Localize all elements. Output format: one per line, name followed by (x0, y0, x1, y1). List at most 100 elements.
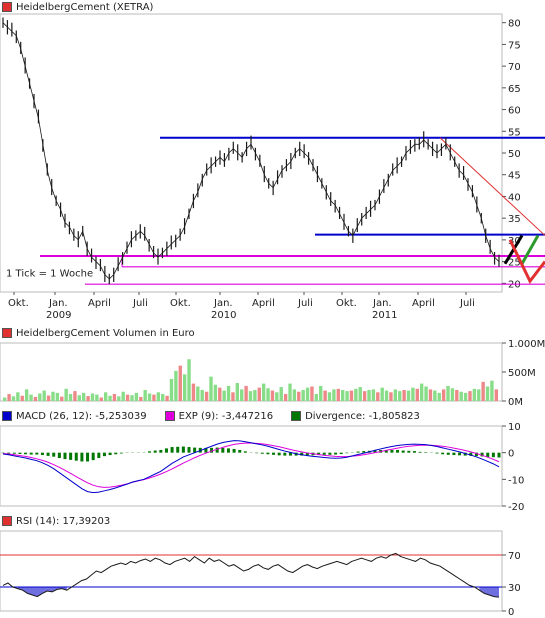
volume-bar (213, 384, 218, 401)
divergence-bar (57, 452, 61, 458)
macd-frame (0, 425, 503, 507)
divergence-bar (243, 451, 247, 453)
volume-bar (90, 393, 95, 401)
price-x-tick-label: Jan. (213, 298, 233, 309)
divergence-bar (412, 451, 416, 453)
volume-bar (424, 386, 428, 401)
volume-bar (472, 388, 477, 401)
divergence-bar (238, 450, 242, 453)
divergence-bar (277, 452, 281, 456)
volume-bar (345, 391, 349, 401)
divergence-bar (63, 452, 67, 460)
volume-bar (244, 385, 248, 401)
volume-bar (459, 391, 463, 401)
volume-bar (20, 395, 24, 401)
volume-bar (125, 394, 130, 401)
macd-line (2, 440, 500, 494)
rsi-legend-swatch (2, 516, 12, 526)
trendline-red (439, 137, 545, 236)
volume-bar (376, 392, 380, 401)
volume-bar (42, 390, 46, 401)
volume-bar (419, 383, 424, 401)
price-x-tick-label: April (252, 298, 275, 309)
volume-bar (161, 394, 165, 401)
volume-bar (393, 389, 398, 401)
volume-bar (165, 395, 169, 401)
divergence-bar (119, 452, 123, 454)
volume-bar (468, 391, 472, 401)
divergence-bar (193, 447, 197, 453)
rsi-frame (0, 530, 503, 612)
divergence-bar (272, 452, 276, 455)
volume-bar (411, 387, 415, 401)
exp-line (2, 442, 500, 488)
volume-bar (33, 396, 38, 401)
price-legend: HeidelbergCement (XETRA) (2, 0, 153, 14)
divergence-bar (170, 447, 174, 453)
volume-bar (362, 391, 367, 401)
volume-bar (24, 389, 29, 401)
price-x-tick-label: Okt. (170, 298, 191, 309)
macd-legend-item: MACD (26, 12): -5,253039 (2, 411, 147, 422)
volume-bar (174, 370, 178, 401)
price-x-tick-label: Juli (132, 298, 148, 309)
volume-bar (169, 378, 174, 401)
divergence-bar (317, 452, 321, 456)
divergence-bar (80, 452, 84, 462)
volume-bar (218, 387, 222, 401)
volume-bar (139, 396, 143, 401)
divergence-bar (226, 448, 230, 453)
volume-bar (415, 388, 419, 401)
price-y-tick-label: 65 (508, 84, 521, 95)
price-y-tick-label: 45 (508, 171, 521, 182)
volume-bar (60, 396, 64, 401)
volume-chart: 1.000M 500M 0M (0, 339, 545, 406)
divergence-bar (148, 451, 152, 453)
divergence-bar (1, 452, 5, 454)
divergence-bar (74, 452, 78, 461)
volume-bar (99, 397, 103, 401)
volume-bar (358, 387, 362, 401)
price-x-tick-label: Jan. (372, 298, 392, 309)
volume-bar (112, 394, 117, 401)
rsi-y-tick-label: 30 (508, 583, 521, 594)
volume-bar (455, 389, 459, 401)
volume-bar (437, 392, 441, 401)
price-title: HeidelbergCement (XETRA) (16, 1, 154, 13)
volume-bar (178, 365, 182, 401)
volume-y-tick-label: 1.000M (508, 339, 545, 350)
volume-bar (270, 390, 275, 401)
divergence-bar (328, 452, 332, 455)
tick-note: 1 Tick = 1 Woche (6, 268, 93, 279)
volume-bar (398, 391, 402, 401)
volume-bar (305, 387, 310, 401)
price-x-tick-label: Okt. (8, 298, 29, 309)
volume-bar (204, 391, 209, 401)
macd-y-tick-label: 0 (508, 449, 514, 460)
divergence-bar (260, 452, 264, 454)
volume-bar (152, 394, 156, 401)
rsi-chart: 70 30 0 (0, 530, 521, 618)
divergence-bar (356, 451, 360, 453)
div-label: Divergence: -1,805823 (305, 410, 420, 422)
divergence-bar (102, 452, 106, 457)
volume-bar (108, 395, 112, 401)
price-y-tick-label: 25 (508, 258, 521, 269)
price-y-tick-label: 75 (508, 40, 521, 51)
divergence-bar (441, 452, 445, 455)
divergence-bar (390, 450, 394, 453)
volume-bar (288, 383, 292, 401)
divergence-bar (159, 450, 163, 453)
volume-bar (494, 389, 498, 401)
volume-bar (283, 394, 288, 401)
volume-bar (55, 392, 60, 401)
volume-bar (143, 389, 147, 401)
divergence-bar (458, 452, 462, 456)
price-x-tick-label: Juli (297, 298, 313, 309)
divergence-bar (446, 452, 450, 455)
divergence-bar (221, 447, 225, 453)
divergence-bar (97, 452, 101, 458)
volume-bar (266, 388, 270, 401)
divergence-bar (300, 452, 304, 456)
divergence-bar (407, 450, 411, 453)
